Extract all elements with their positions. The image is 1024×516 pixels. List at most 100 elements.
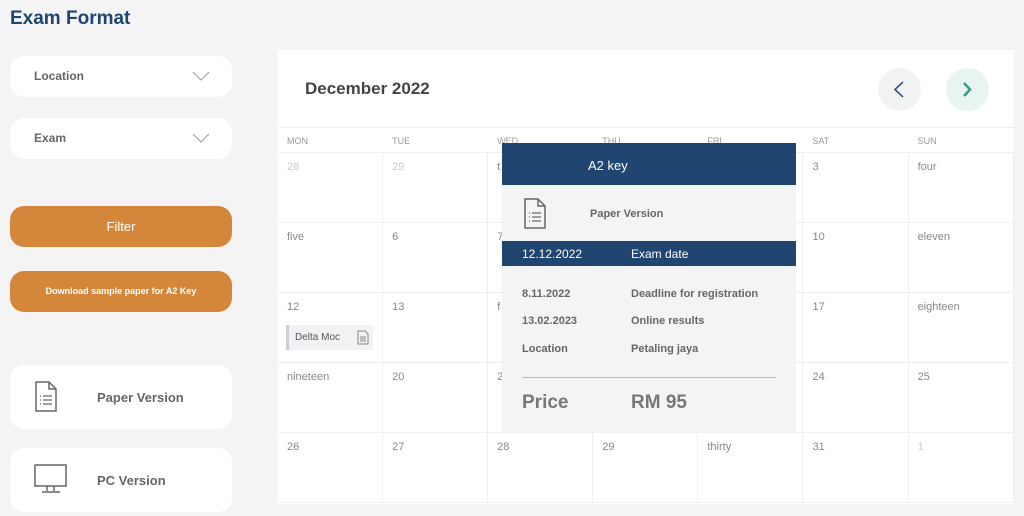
day-number: 7	[497, 231, 504, 243]
popup-title: A2 key	[502, 143, 796, 185]
day-number: 28	[497, 441, 510, 453]
day-cell[interactable]: five	[278, 223, 384, 292]
detail-value: Location	[522, 343, 568, 355]
day-number: four	[917, 161, 937, 173]
day-number: 2	[497, 371, 504, 383]
price-label: Price	[522, 392, 569, 413]
day-cell[interactable]: 1	[909, 433, 1014, 502]
day-number: five	[287, 231, 305, 243]
pc-version-card[interactable]: PC Version	[10, 448, 232, 512]
monitor-icon	[34, 464, 67, 493]
day-number: 27	[392, 441, 405, 453]
exam-popup: A2 key Paper Version 12.12.2022 Exam dat…	[502, 143, 796, 432]
day-cell[interactable]: thirty	[698, 433, 804, 502]
day-cell[interactable]: 20	[383, 363, 489, 432]
day-number: 13	[392, 301, 405, 313]
day-number: eighteen	[917, 301, 960, 313]
day-cell[interactable]: eighteen	[909, 293, 1014, 362]
day-number: 12	[287, 301, 300, 313]
paper-version-label: Paper Version	[97, 390, 184, 405]
filter-button[interactable]: Filter	[10, 206, 232, 247]
day-number: thirty	[707, 441, 732, 453]
day-number: 29	[602, 441, 615, 453]
popup-version: Paper Version	[590, 208, 664, 220]
day-number: 29	[392, 161, 405, 173]
month-title: December 2022	[305, 79, 430, 98]
day-cell[interactable]: 31	[803, 433, 909, 502]
prev-month-button[interactable]	[878, 68, 921, 111]
day-cell[interactable]: 27	[383, 433, 489, 502]
document-icon	[35, 381, 57, 412]
day-cell[interactable]	[698, 363, 804, 432]
day-number: f	[497, 301, 501, 313]
calendar-event[interactable]: Delta Moc	[286, 325, 373, 350]
day-cell[interactable]	[698, 293, 804, 362]
paper-version-card[interactable]: Paper Version	[10, 365, 232, 429]
day-cell[interactable]: 6	[383, 223, 489, 292]
day-number: 28	[287, 161, 300, 173]
day-cell[interactable]: 25	[909, 363, 1014, 432]
chevron-down-icon	[192, 71, 210, 81]
download-sample-button[interactable]: Download sample paper for A2 Key	[10, 271, 232, 312]
location-dropdown[interactable]: Location	[10, 56, 232, 97]
page-title: Exam Format	[10, 8, 131, 29]
exam-date-value: 12.12.2022	[522, 247, 583, 261]
day-cell[interactable]: 29	[383, 153, 489, 222]
next-month-button[interactable]	[946, 68, 989, 111]
day-cell[interactable]: 3	[803, 153, 909, 222]
location-label: Location	[34, 69, 84, 83]
document-icon	[524, 198, 546, 229]
weekday-fri: FRI	[707, 136, 722, 146]
event-label: Delta Moc	[295, 332, 341, 343]
day-cell[interactable]: 13	[383, 293, 489, 362]
day-number: nineteen	[287, 371, 330, 383]
day-cell[interactable]	[698, 153, 804, 222]
weekday-tue: TUE	[392, 136, 411, 146]
detail-label: Petaling jaya	[631, 343, 699, 355]
day-number: 20	[392, 371, 405, 383]
day-cell[interactable]: 29	[593, 433, 699, 502]
exam-date-label: Exam date	[631, 247, 689, 261]
day-cell[interactable]: 28	[488, 433, 594, 502]
day-cell[interactable]: nineteen	[278, 363, 384, 432]
day-number: 25	[917, 371, 930, 383]
detail-label: Deadline for registration	[631, 288, 759, 300]
detail-value: 13.02.2023	[522, 315, 578, 327]
chevron-left-icon	[893, 81, 904, 98]
day-number: 1	[917, 441, 924, 453]
weekday-thu: THU	[602, 136, 621, 146]
weekday-wed: WED	[497, 136, 519, 146]
day-cell[interactable]: eleven	[909, 223, 1014, 292]
weekday-mon: MON	[287, 136, 308, 146]
detail-label: Online results	[631, 315, 705, 327]
pc-version-label: PC Version	[97, 473, 166, 488]
chevron-down-icon	[192, 133, 210, 143]
day-cell[interactable]: 28	[278, 153, 384, 222]
chevron-right-icon	[963, 82, 972, 97]
weekday-sat: SAT	[812, 136, 830, 146]
day-cell[interactable]: 26	[278, 433, 384, 502]
document-icon	[357, 330, 369, 345]
day-cell[interactable]: 10	[803, 223, 909, 292]
day-number: t	[497, 161, 501, 173]
exam-label: Exam	[34, 131, 67, 145]
week-row: 26 27 28 29 thirty 31 1	[278, 433, 1014, 503]
day-number: eleven	[917, 231, 950, 243]
exam-dropdown[interactable]: Exam	[10, 118, 232, 159]
day-number: 3	[812, 161, 819, 173]
day-cell[interactable]: 17	[803, 293, 909, 362]
day-cell[interactable]: four	[909, 153, 1014, 222]
day-number: 31	[812, 441, 825, 453]
weekday-sun: SUN	[917, 136, 937, 146]
day-number: 24	[812, 371, 825, 383]
exam-date-band: 12.12.2022 Exam date	[502, 241, 796, 266]
detail-value: 8.11.2022	[522, 288, 571, 300]
day-number: 26	[287, 441, 300, 453]
day-cell[interactable]	[698, 223, 804, 292]
day-number: 17	[812, 301, 825, 313]
day-cell[interactable]: 12 Delta Moc	[278, 293, 384, 362]
price-value: RM 95	[631, 392, 687, 413]
day-cell[interactable]: 24	[803, 363, 909, 432]
day-number: 6	[392, 231, 399, 243]
divider	[522, 377, 776, 378]
